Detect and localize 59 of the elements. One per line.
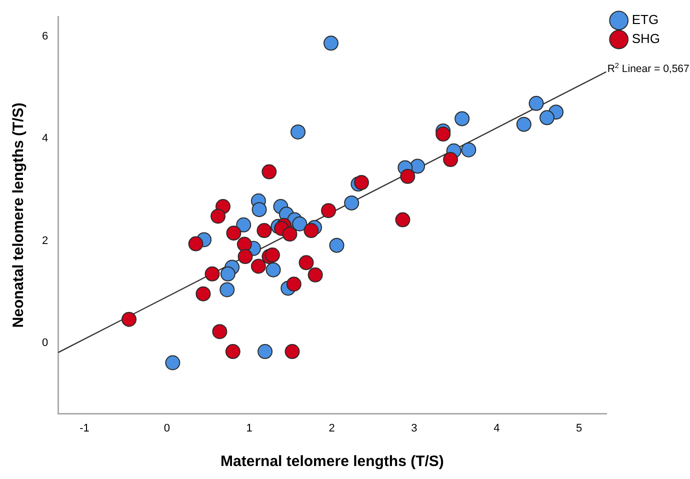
point (258, 344, 273, 360)
point (262, 164, 277, 180)
y-tick-label: 2 (42, 234, 48, 247)
point (220, 282, 235, 298)
legend-label: ETG (632, 12, 659, 28)
point (210, 208, 226, 224)
point (225, 344, 240, 360)
point (539, 110, 554, 126)
point (226, 226, 242, 241)
x-tick-label: 4 (494, 422, 500, 434)
point (238, 249, 253, 264)
point (304, 223, 319, 238)
point (292, 216, 308, 232)
point (454, 111, 470, 126)
point (264, 248, 280, 263)
x-tick-label: 3 (411, 422, 418, 434)
point (354, 175, 369, 190)
point (236, 236, 252, 252)
y-tick-label: 6 (42, 30, 48, 43)
point (196, 286, 211, 302)
x-tick-label: -1 (80, 422, 90, 434)
point (220, 266, 236, 282)
point (323, 36, 338, 51)
point (122, 312, 137, 327)
point (308, 267, 323, 282)
x-tick-label: 1 (246, 422, 252, 434)
y-tick-label: 0 (42, 336, 48, 349)
point (321, 203, 336, 218)
point (236, 217, 252, 232)
point (282, 226, 298, 242)
y-axis-title: Neonatal telomere lengths (T/S) (10, 102, 28, 328)
point (344, 195, 360, 210)
x-axis-title: Maternal telomere lengths (T/S) (220, 453, 444, 470)
point (212, 324, 228, 340)
point (165, 355, 180, 370)
point (516, 116, 532, 132)
point (286, 276, 302, 292)
point (290, 124, 306, 140)
x-tick-label: 2 (328, 422, 335, 434)
point (528, 96, 544, 111)
point (395, 212, 410, 228)
point (410, 158, 426, 174)
point (443, 152, 458, 168)
point (298, 255, 314, 270)
point (188, 236, 204, 252)
point (461, 142, 476, 158)
point (436, 126, 451, 142)
legend-label: SHG (632, 31, 660, 46)
point (252, 202, 267, 218)
point (400, 168, 416, 184)
point (284, 344, 300, 360)
point (250, 258, 266, 274)
x-tick-label: 5 (576, 422, 582, 434)
point (204, 266, 220, 282)
point (266, 262, 281, 278)
point (256, 223, 272, 238)
point (329, 238, 344, 253)
y-tick-label: 4 (42, 132, 48, 145)
x-tick-label: 0 (164, 422, 170, 434)
